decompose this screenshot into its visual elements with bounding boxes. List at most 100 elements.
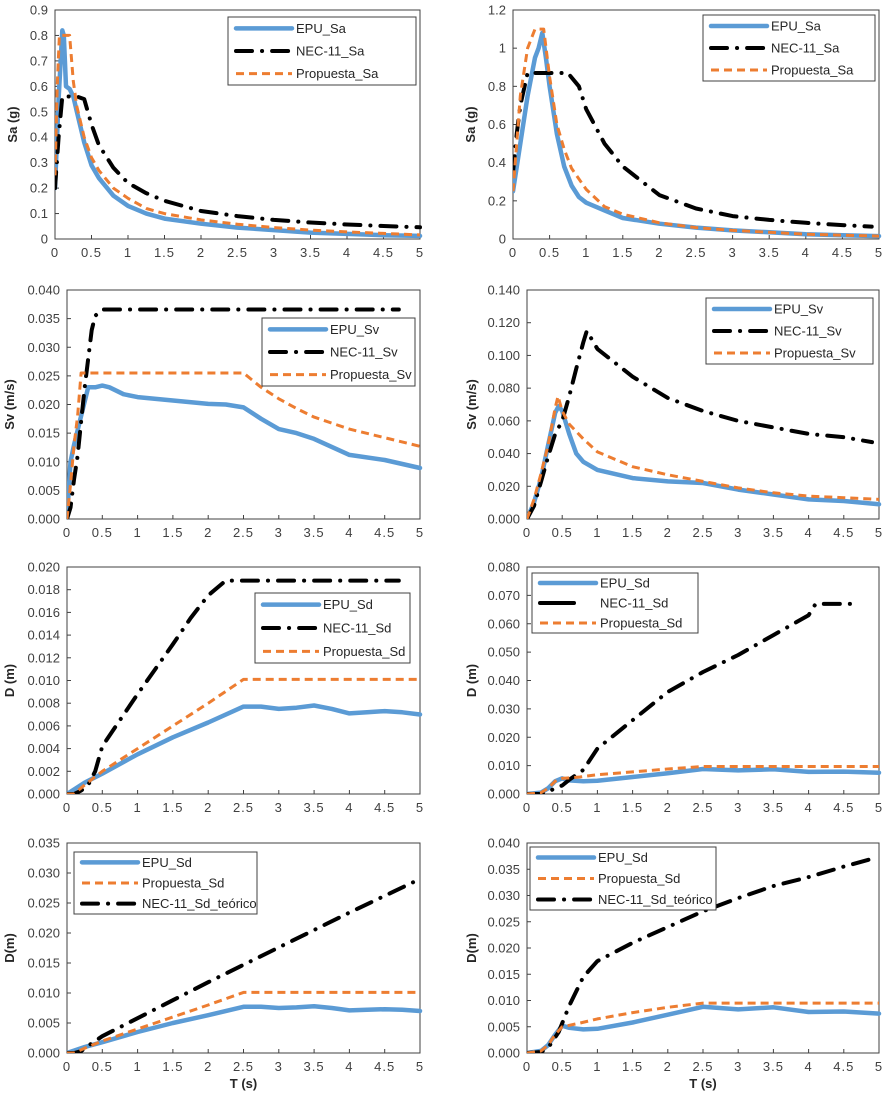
y-tick-label: 0.010 [27, 986, 60, 1001]
x-tick-label: 5 [416, 525, 424, 540]
y-tick-label: 0.6 [30, 79, 48, 94]
x-tick-label: 1 [133, 1059, 141, 1074]
y-tick-label: 0.040 [27, 283, 60, 298]
y-tick-label: 0.020 [27, 397, 60, 412]
x-tick-label: 4 [804, 525, 812, 540]
x-tick-label: 2 [664, 1059, 672, 1074]
legend-label: EPU_Sd [142, 855, 192, 870]
x-tick-label: 2.5 [233, 1059, 254, 1074]
legend-label: EPU_Sd [600, 576, 650, 591]
y-tick-label: 0.014 [27, 628, 60, 643]
legend: EPU_Sd NEC-11_Sd Propuesta_Sd [531, 572, 699, 634]
legend-label: Propuesta_Sd [600, 616, 682, 631]
x-tick-label: 0 [523, 1059, 531, 1074]
y-tick-label: 0.040 [487, 446, 520, 461]
x-tick-label: 1 [593, 525, 601, 540]
y-tick-label: 0.020 [487, 730, 520, 745]
x-tick-label: 1.5 [154, 245, 175, 260]
x-tick-label: 4.5 [833, 800, 854, 815]
legend: EPU_Sd Propuesta_Sd NEC-11_Sd_teórico [73, 851, 258, 915]
series-line-propuesta-sa [55, 33, 421, 237]
legend: EPU_Sv NEC-11_Sv Propuesta_Sv [261, 317, 416, 387]
series-line-nec-11-sv [527, 328, 874, 519]
series-line-nec-11-sa [513, 71, 874, 229]
y-axis-title: Sa (g) [463, 106, 478, 142]
x-tick-label: 2.5 [685, 245, 706, 260]
x-tick-label: 5 [416, 1059, 424, 1074]
x-tick-label: 4 [345, 1059, 353, 1074]
chart-panel-row4-left: 0 0.5 1 1.5 2 2.5 3 3.5 4 4.5 5 0.000 0.005 0.010 0.01… [2, 836, 424, 1092]
x-tick-label: 3 [275, 1059, 283, 1074]
x-tick-label: 3 [734, 525, 742, 540]
y-axis-title: D(m) [2, 933, 17, 963]
y-tick-label: 0.025 [27, 896, 60, 911]
x-tick-label: 4.5 [832, 245, 853, 260]
chart-panel-row2-right: 0 0.5 1 1.5 2 2.5 3 3.5 4 4.5 5 0.000 0.020 0.040 0.06… [464, 283, 882, 541]
x-tick-label: 1.5 [162, 800, 183, 815]
y-tick-label: 0.005 [27, 1016, 60, 1031]
y-tick-label: 0.035 [27, 311, 60, 326]
x-tick-label: 5 [416, 245, 424, 260]
y-tick-label: 0.010 [27, 454, 60, 469]
y-tick-label: 0.070 [487, 588, 520, 603]
y-tick-label: 0.015 [487, 967, 520, 982]
y-tick-label: 0.005 [27, 483, 60, 498]
series-line-epu-sd [67, 1003, 423, 1053]
y-tick-label: 0.016 [27, 605, 60, 620]
chart-panel-row2-left: 0 0.5 1 1.5 2 2.5 3 3.5 4 4.5 5 0.000 0.005 0.010 0.01… [2, 283, 424, 541]
series-line-epu-sa [55, 28, 423, 239]
x-tick-label: 0.5 [92, 1059, 113, 1074]
legend-label: EPU_Sa [296, 21, 347, 36]
y-axis-title: Sv (m/s) [2, 379, 17, 430]
y-tick-label: 0.7 [30, 53, 48, 68]
y-axis-title: D (m) [464, 664, 479, 697]
x-tick-label: 0.5 [552, 525, 573, 540]
y-tick-label: 0.015 [27, 956, 60, 971]
x-tick-label: 0.5 [81, 245, 102, 260]
y-tick-label: 0.8 [488, 79, 506, 94]
y-tick-label: 0.025 [27, 368, 60, 383]
x-tick-label: 0 [51, 245, 59, 260]
series-line-epu-sv [67, 383, 423, 519]
legend-label: EPU_Sa [771, 19, 822, 34]
y-tick-label: 0.020 [27, 926, 60, 941]
y-tick-label: 0.000 [27, 787, 60, 802]
x-axis-title: T (s) [230, 1076, 257, 1091]
x-tick-label: 2.5 [692, 800, 713, 815]
x-tick-label: 2.5 [692, 525, 713, 540]
x-tick-label: 4.5 [374, 800, 395, 815]
series-line-propuesta-sd [67, 990, 420, 1053]
x-tick-label: 3.5 [759, 245, 780, 260]
y-tick-label: 0.060 [487, 616, 520, 631]
x-tick-label: 1 [593, 800, 601, 815]
x-tick-label: 4.5 [833, 525, 854, 540]
x-tick-label: 1.5 [612, 245, 633, 260]
x-tick-label: 2 [204, 800, 212, 815]
legend-label: NEC-11_Sd [323, 621, 391, 636]
x-tick-label: 4 [343, 245, 351, 260]
x-tick-label: 0 [523, 525, 531, 540]
legend-label: NEC-11_Sa [771, 41, 840, 56]
x-tick-label: 0.5 [539, 245, 560, 260]
x-tick-label: 3.5 [763, 525, 784, 540]
y-tick-label: 0.008 [27, 696, 60, 711]
y-tick-label: 0.040 [487, 673, 520, 688]
x-tick-label: 0.5 [92, 800, 113, 815]
legend-label: EPU_Sv [774, 302, 824, 317]
x-tick-label: 5 [875, 245, 883, 260]
y-tick-label: 0.030 [27, 866, 60, 881]
chart-panel-row3-right: 0 0.5 1 1.5 2 2.5 3 3.5 4 4.5 5 0.000 0.010 0.020 0.03… [464, 560, 883, 816]
series-line-epu-sv [527, 403, 882, 519]
x-tick-label: 3 [734, 1059, 742, 1074]
y-axis-title: D(m) [464, 933, 479, 963]
legend-label: NEC-11_Sd [600, 596, 668, 611]
x-tick-label: 3.5 [763, 800, 784, 815]
chart-panel-top-left: 0 0.5 1 1.5 2 2.5 3 3.5 4 4.5 5 0 0.1 0.2 0.3 0.4 0.5 0.6… [5, 3, 424, 261]
x-tick-label: 0 [523, 800, 531, 815]
y-tick-label: 0.9 [30, 3, 48, 18]
x-tick-label: 4.5 [373, 245, 394, 260]
chart-panel-top-right: 0 0.5 1 1.5 2 2.5 3 3.5 4 4.5 5 0 0.2 0.4 0.6 0.8 1 1.2 Sa… [463, 3, 883, 261]
y-axis-title: Sv (m/s) [464, 379, 479, 430]
x-tick-label: 5 [875, 800, 883, 815]
y-tick-label: 0.8 [30, 28, 48, 43]
